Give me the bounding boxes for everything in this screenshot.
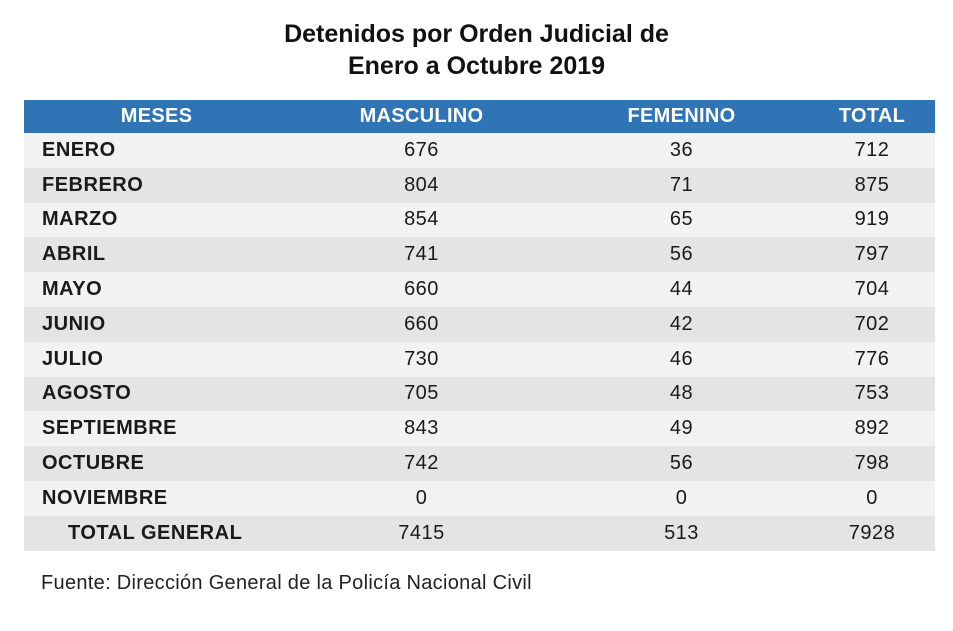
table-row: SEPTIEMBRE 843 49 892 — [24, 411, 935, 447]
masculino-cell: 730 — [289, 341, 554, 377]
month-cell: ABRIL — [24, 237, 289, 273]
femenino-cell: 49 — [554, 411, 809, 447]
total-general-total-cell: 7928 — [809, 515, 935, 551]
femenino-cell: 46 — [554, 341, 809, 377]
month-cell: MARZO — [24, 202, 289, 238]
table-row: AGOSTO 705 48 753 — [24, 376, 935, 412]
table-row: NOVIEMBRE 0 0 0 — [24, 480, 935, 516]
masculino-cell: 741 — [289, 237, 554, 273]
table-row: ABRIL 741 56 797 — [24, 237, 935, 273]
month-cell: JUNIO — [24, 306, 289, 342]
header-femenino: FEMENINO — [554, 100, 809, 133]
total-cell: 702 — [809, 306, 935, 342]
header-meses: MESES — [24, 100, 289, 133]
femenino-cell: 44 — [554, 272, 809, 307]
total-cell: 776 — [809, 341, 935, 377]
total-cell: 919 — [809, 202, 935, 238]
table-row: JUNIO 660 42 702 — [24, 306, 935, 342]
month-cell: FEBRERO — [24, 167, 289, 203]
month-cell: AGOSTO — [24, 376, 289, 412]
total-cell: 704 — [809, 272, 935, 307]
total-cell: 798 — [809, 446, 935, 481]
table-row: ENERO 676 36 712 — [24, 133, 935, 168]
masculino-cell: 804 — [289, 167, 554, 203]
total-cell: 797 — [809, 237, 935, 273]
title-line-1: Detenidos por Orden Judicial de — [284, 20, 669, 48]
table-total-row: TOTAL GENERAL 7415 513 7928 — [24, 515, 935, 551]
femenino-cell: 0 — [554, 480, 809, 516]
total-general-masculino-cell: 7415 — [289, 515, 554, 551]
total-general-femenino-cell: 513 — [554, 515, 809, 551]
table-row: JULIO 730 46 776 — [24, 341, 935, 377]
femenino-cell: 71 — [554, 167, 809, 203]
month-cell: MAYO — [24, 272, 289, 307]
total-cell: 712 — [809, 133, 935, 168]
total-cell: 875 — [809, 167, 935, 203]
table-row: MARZO 854 65 919 — [24, 202, 935, 238]
table-body: ENERO 676 36 712 FEBRERO 804 71 875 MARZO 854 65 91… — [24, 133, 935, 551]
month-cell: OCTUBRE — [24, 446, 289, 481]
masculino-cell: 0 — [289, 480, 554, 516]
masculino-cell: 843 — [289, 411, 554, 447]
header-masculino: MASCULINO — [289, 100, 554, 133]
total-general-month-cell: TOTAL GENERAL — [24, 515, 289, 551]
month-cell: JULIO — [24, 341, 289, 377]
total-cell: 753 — [809, 376, 935, 412]
total-cell: 0 — [809, 480, 935, 516]
data-table: MESES MASCULINO FEMENINO TOTAL ENERO 676 3… — [24, 100, 935, 551]
masculino-cell: 854 — [289, 202, 554, 238]
header-total: TOTAL — [809, 100, 935, 133]
month-cell: NOVIEMBRE — [24, 480, 289, 516]
title-line-2: Enero a Octubre 2019 — [347, 52, 606, 80]
masculino-cell: 705 — [289, 376, 554, 412]
table-row: OCTUBRE 742 56 798 — [24, 446, 935, 481]
femenino-cell: 36 — [554, 133, 809, 168]
chart-title: Detenidos por Orden Judicial de Enero a … — [0, 18, 953, 82]
masculino-cell: 676 — [289, 133, 554, 168]
masculino-cell: 660 — [289, 306, 554, 342]
table-row: FEBRERO 804 71 875 — [24, 167, 935, 203]
masculino-cell: 742 — [289, 446, 554, 481]
femenino-cell: 65 — [554, 202, 809, 238]
femenino-cell: 48 — [554, 376, 809, 412]
table-row: MAYO 660 44 704 — [24, 272, 935, 307]
femenino-cell: 42 — [554, 306, 809, 342]
source-note: Fuente: Dirección General de la Policía … — [41, 572, 532, 594]
femenino-cell: 56 — [554, 237, 809, 273]
month-cell: ENERO — [24, 133, 289, 168]
month-cell: SEPTIEMBRE — [24, 411, 289, 447]
femenino-cell: 56 — [554, 446, 809, 481]
masculino-cell: 660 — [289, 272, 554, 307]
total-cell: 892 — [809, 411, 935, 447]
table-header-row: MESES MASCULINO FEMENINO TOTAL — [24, 100, 935, 133]
